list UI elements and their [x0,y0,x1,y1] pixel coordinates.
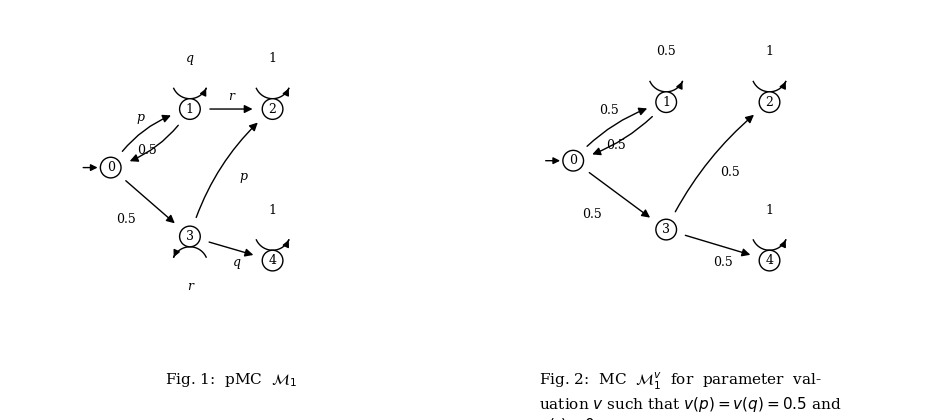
FancyArrowPatch shape [675,116,753,212]
Circle shape [263,99,283,119]
Circle shape [179,99,200,119]
FancyArrowPatch shape [587,108,646,146]
Text: 1: 1 [186,102,194,116]
Text: 1: 1 [268,204,277,217]
Circle shape [656,219,676,240]
Text: 0.5: 0.5 [720,166,740,179]
FancyArrowPatch shape [209,242,252,256]
Text: 1: 1 [766,45,773,58]
Text: q: q [232,256,241,269]
Circle shape [759,250,780,271]
Text: 0.5: 0.5 [582,207,602,220]
Text: 0: 0 [569,154,577,167]
FancyArrowPatch shape [126,181,174,222]
FancyArrowPatch shape [685,235,749,256]
Text: 1: 1 [766,204,773,217]
Text: 2: 2 [268,102,277,116]
Text: 0.5: 0.5 [657,45,676,58]
Text: 3: 3 [662,223,671,236]
Text: q: q [186,52,194,65]
Text: 0.5: 0.5 [713,256,733,269]
Circle shape [656,92,676,113]
FancyArrowPatch shape [196,123,257,218]
Text: 3: 3 [186,230,194,243]
Text: 0.5: 0.5 [137,144,156,157]
Text: 0.5: 0.5 [607,139,626,152]
FancyArrowPatch shape [122,116,169,151]
FancyArrowPatch shape [594,116,652,155]
Text: 0: 0 [106,161,115,174]
Circle shape [759,92,780,113]
Text: p: p [240,170,247,183]
Text: 1: 1 [662,96,671,109]
Circle shape [179,226,200,247]
Text: 2: 2 [766,96,773,109]
FancyArrowPatch shape [210,106,251,113]
Circle shape [101,157,121,178]
Text: Fig. 1:  pMC  $\mathcal{M}_1$: Fig. 1: pMC $\mathcal{M}_1$ [166,371,297,389]
Text: r: r [228,90,234,103]
Text: p: p [136,111,144,124]
Text: 1: 1 [268,52,277,65]
FancyArrowPatch shape [589,173,648,217]
Text: r: r [187,280,193,293]
FancyArrowPatch shape [131,125,179,161]
Circle shape [563,150,584,171]
Text: 4: 4 [268,254,277,267]
Text: 0.5: 0.5 [599,104,619,117]
Text: Fig. 2:  MC  $\mathcal{M}_1^v$  for  parameter  val-
uation $v$ such that $v(p) : Fig. 2: MC $\mathcal{M}_1^v$ for paramet… [538,371,841,420]
Circle shape [263,250,283,271]
Text: 4: 4 [766,254,773,267]
Text: 0.5: 0.5 [117,213,136,226]
